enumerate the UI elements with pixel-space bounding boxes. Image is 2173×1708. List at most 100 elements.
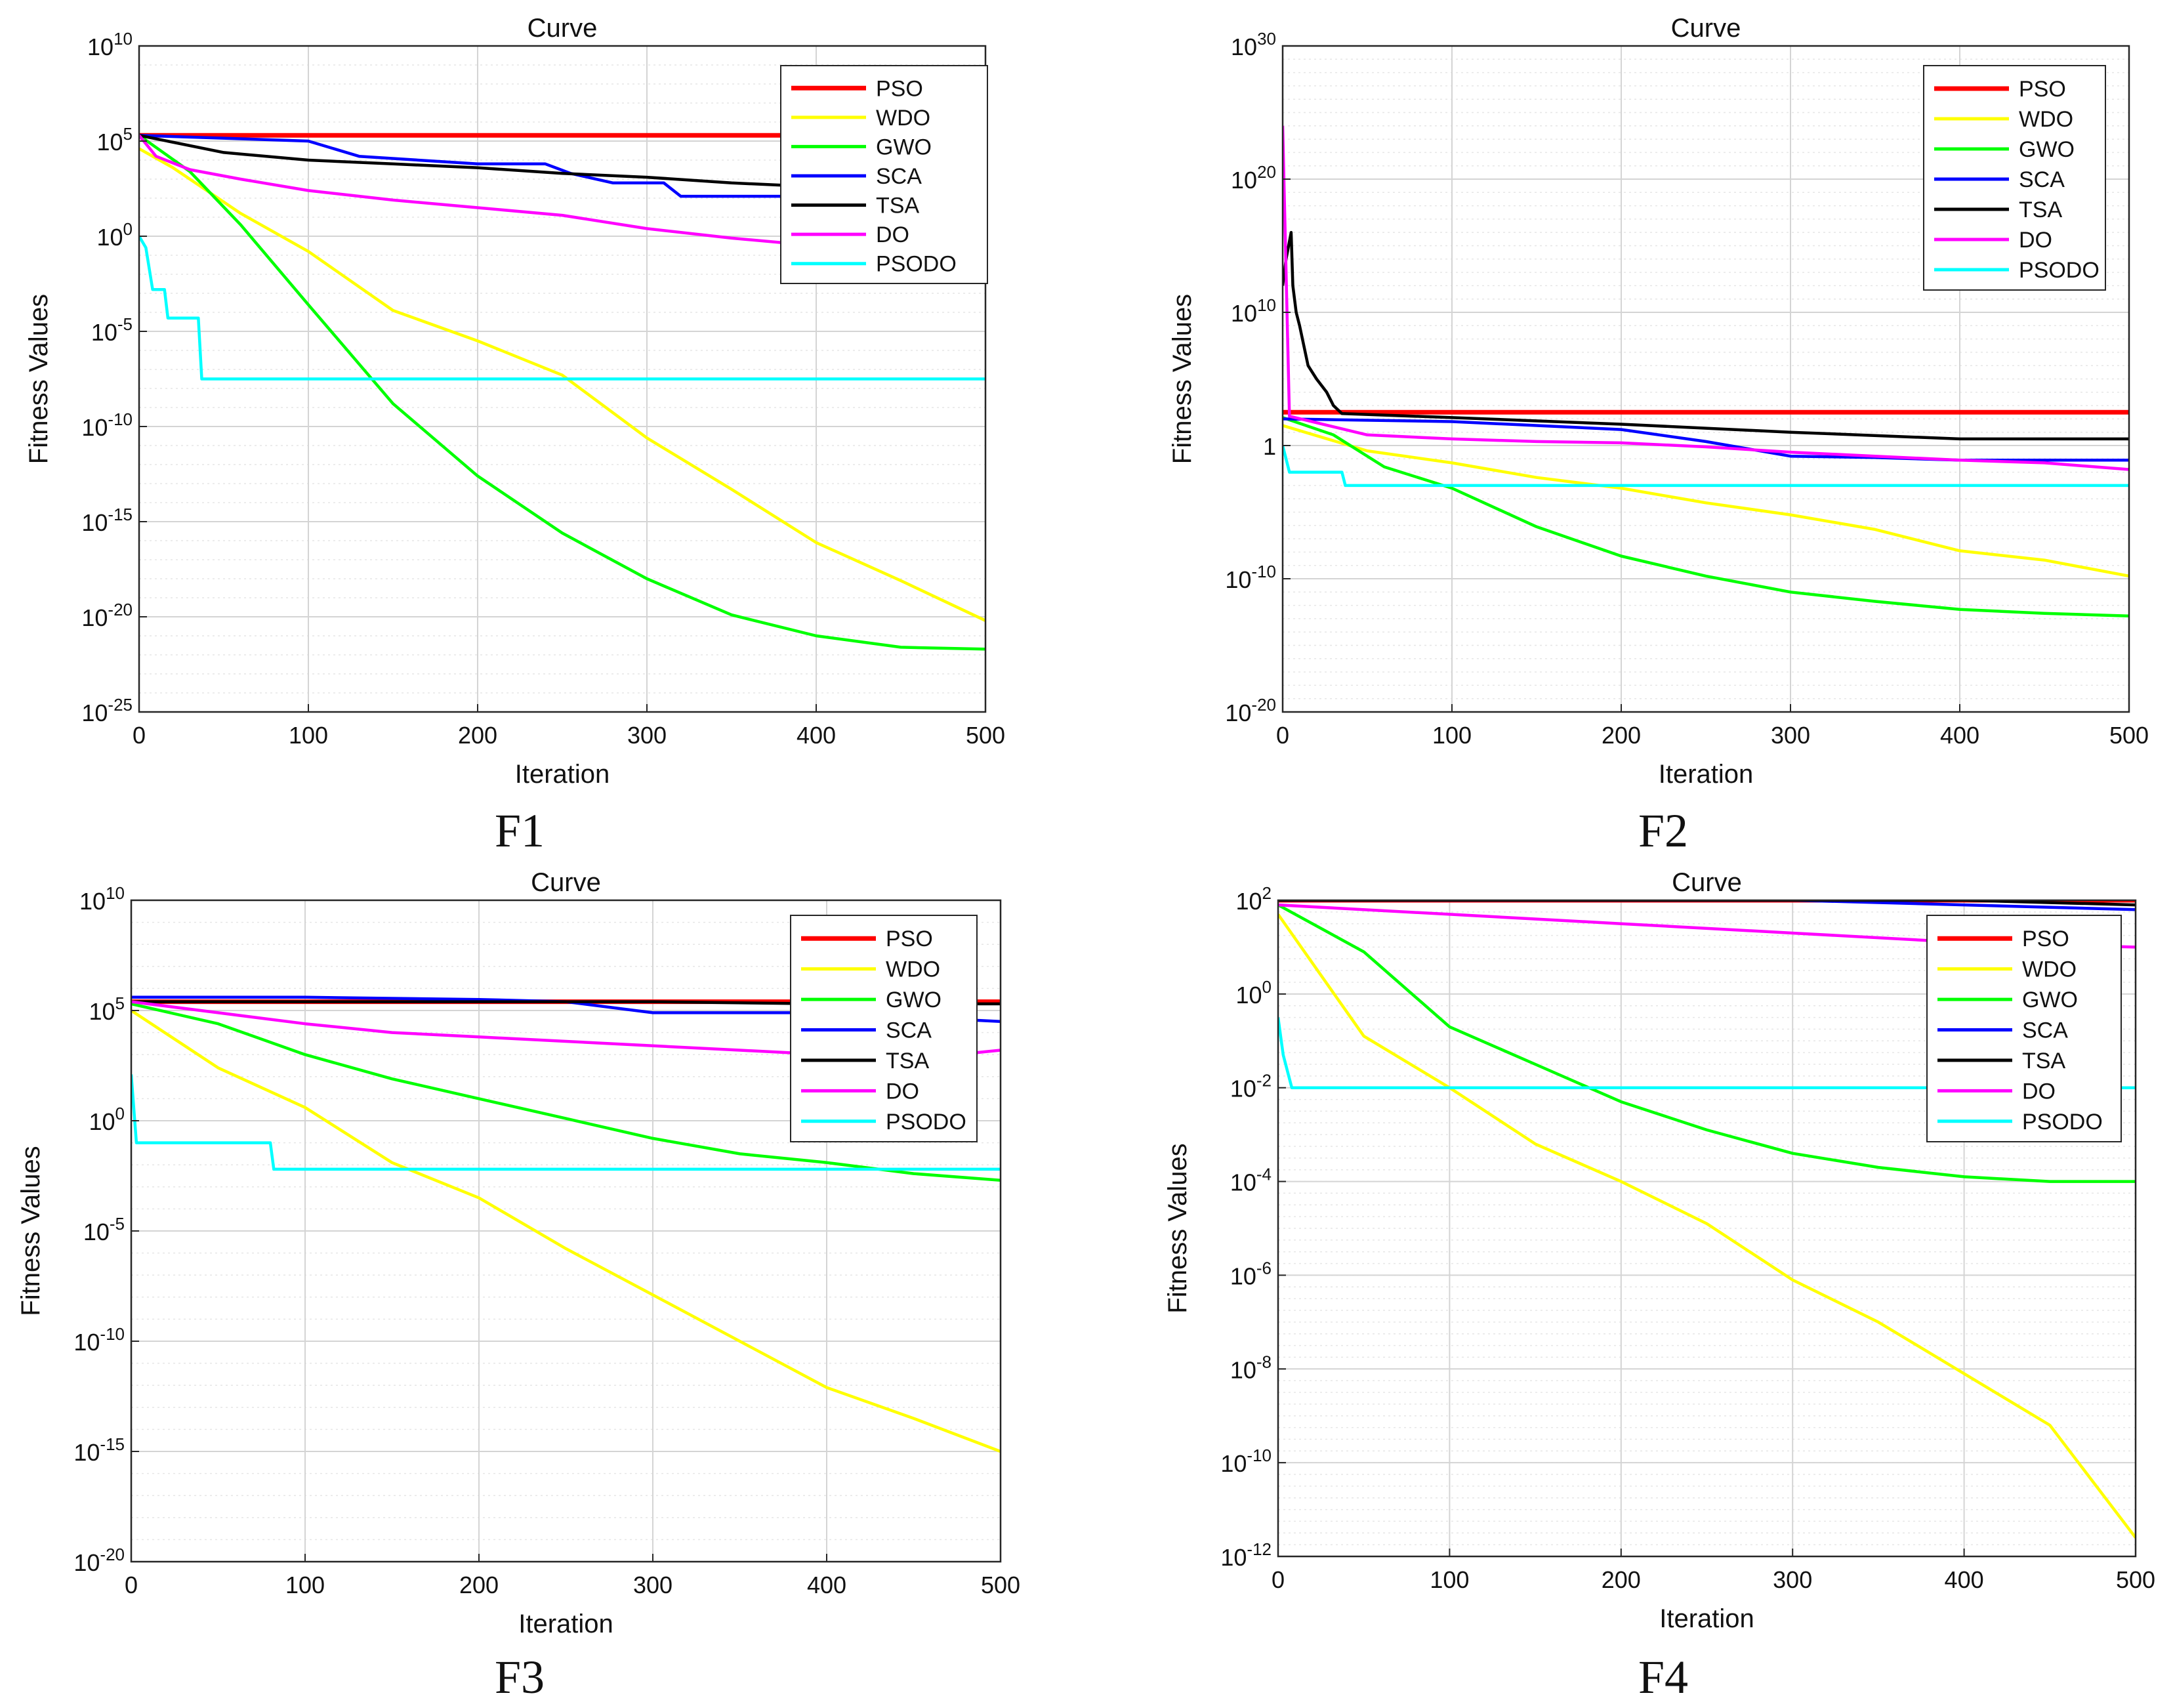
panel-caption: F2 (1638, 804, 1688, 857)
legend-label-tsa: TSA (886, 1049, 929, 1073)
legend: PSO WDO GWO SCA TSA DO PSODO (790, 915, 978, 1142)
y-tick-label: 100 (96, 219, 133, 251)
x-tick-label: 0 (133, 722, 146, 749)
legend-label-wdo: WDO (876, 106, 930, 131)
y-axis-label: Fitness Values (1168, 294, 1197, 464)
plot-frame (138, 45, 987, 713)
x-tick-label: 200 (1602, 722, 1641, 749)
y-tick-label: 10-20 (1225, 695, 1276, 726)
series-line-gwo (1283, 416, 2129, 618)
x-axis-label: Iteration (1659, 1604, 1754, 1633)
series-line-gwo (1278, 904, 2136, 1183)
series-line-tsa (1278, 900, 2136, 907)
y-tick-label: 10-8 (1230, 1352, 1272, 1383)
legend-label-sca: SCA (876, 164, 922, 189)
series-group (1283, 125, 2129, 618)
legend-label-wdo: WDO (2019, 107, 2073, 132)
y-tick-label: 100 (1235, 977, 1272, 1009)
x-tick-label: 400 (797, 722, 836, 749)
x-axis-label: Iteration (1659, 760, 1754, 789)
y-tick-label: 10-4 (1230, 1165, 1272, 1196)
x-tick-label: 200 (458, 722, 497, 749)
series-line-psodo (139, 235, 985, 381)
y-tick-label: 1020 (1231, 162, 1276, 194)
chart-panel-1: 0 100 200 300 400 500 1010 105 100 10-5 10-10 10-15… (24, 14, 1005, 857)
legend-label-tsa: TSA (2022, 1049, 2065, 1073)
legend-label-psodo: PSODO (2022, 1110, 2103, 1135)
y-tick-label: 105 (96, 124, 133, 156)
y-tick-label: 10-20 (81, 600, 133, 631)
legend-label-do: DO (2019, 228, 2052, 253)
y-axis-label: Fitness Values (16, 1146, 45, 1316)
x-tick-label: 300 (1773, 1566, 1812, 1593)
legend-label-do: DO (886, 1079, 919, 1104)
x-tick-label: 300 (627, 722, 667, 749)
y-tick-label: 10-10 (1225, 562, 1276, 593)
series-line-psodo (131, 1074, 1001, 1171)
y-tick-label: 10-2 (1230, 1071, 1272, 1102)
legend-label-do: DO (2022, 1079, 2056, 1104)
x-tick-label: 400 (807, 1572, 846, 1598)
y-tick-label: 10-10 (81, 409, 133, 441)
legend-label-gwo: GWO (886, 988, 942, 1012)
y-axis-label: Fitness Values (1163, 1143, 1192, 1313)
x-tick-label: 200 (459, 1572, 499, 1598)
legend-label-do: DO (876, 222, 909, 247)
plot-frame (1281, 45, 2130, 713)
x-tick-label: 500 (966, 722, 1005, 749)
y-tick-label: 10-25 (81, 695, 133, 726)
series-line-psodo (1283, 445, 2129, 488)
legend-label-psodo: PSODO (2019, 258, 2100, 283)
x-tick-label: 300 (633, 1572, 673, 1598)
legend-label-wdo: WDO (886, 957, 940, 982)
legend-label-tsa: TSA (2019, 198, 2062, 222)
x-tick-label: 100 (1432, 722, 1472, 749)
series-line-wdo (131, 1009, 1001, 1453)
y-tick-label: 10-15 (73, 1434, 125, 1466)
x-tick-label: 0 (125, 1572, 138, 1598)
legend: PSO WDO GWO SCA TSA DO PSODO (1926, 915, 2122, 1142)
y-tick-label: 10-10 (1220, 1446, 1272, 1477)
series-line-gwo (139, 134, 985, 651)
y-tick-label: 1030 (1231, 29, 1276, 60)
x-tick-label: 100 (1430, 1566, 1469, 1593)
series-line-do (1283, 125, 2129, 471)
x-tick-label: 400 (1940, 722, 1979, 749)
legend-label-psodo: PSODO (886, 1110, 966, 1135)
x-axis-label: Iteration (515, 760, 610, 789)
y-tick-label: 1010 (1231, 295, 1276, 327)
y-tick-label: 100 (89, 1104, 125, 1135)
chart-panel-4: 0 100 200 300 400 500 102 100 10-2 10-4 10-6 10-8 10… (1163, 868, 2155, 1703)
legend: PSO WDO GWO SCA TSA DO PSODO (780, 65, 988, 284)
legend-label-gwo: GWO (2022, 988, 2078, 1012)
y-tick-label: 1010 (87, 29, 133, 60)
x-tick-label: 100 (285, 1572, 325, 1598)
series-line-psodo (1278, 1017, 2136, 1089)
legend-label-sca: SCA (2022, 1018, 2068, 1043)
x-tick-label: 500 (2109, 722, 2149, 749)
plot-frame (1277, 899, 2137, 1558)
y-tick-label: 10-20 (73, 1545, 125, 1576)
chart-title: Curve (528, 14, 598, 43)
legend-label-pso: PSO (886, 927, 933, 951)
legend-label-gwo: GWO (876, 135, 932, 159)
y-tick-label: 102 (1235, 883, 1272, 915)
y-tick-label: 10-12 (1220, 1539, 1272, 1571)
series-line-wdo (139, 147, 985, 622)
legend-label-psodo: PSODO (876, 252, 957, 277)
y-tick-label: 1 (1263, 433, 1276, 460)
legend-label-gwo: GWO (2019, 137, 2075, 162)
y-tick-label: 10-10 (73, 1324, 125, 1356)
x-tick-label: 200 (1602, 1566, 1641, 1593)
chart-title: Curve (1671, 14, 1741, 43)
x-tick-label: 500 (981, 1572, 1020, 1598)
series-line-tsa (1283, 230, 2129, 441)
y-tick-label: 10-5 (83, 1214, 125, 1245)
y-tick-label: 1010 (79, 883, 125, 915)
y-tick-label: 10-6 (1230, 1258, 1272, 1289)
panel-caption: F1 (495, 804, 545, 857)
chart-panel-3: 0 100 200 300 400 500 1010 105 100 10-5 10-10 10-15… (16, 868, 1020, 1703)
series-line-sca (1278, 900, 2136, 911)
legend-label-wdo: WDO (2022, 957, 2077, 982)
